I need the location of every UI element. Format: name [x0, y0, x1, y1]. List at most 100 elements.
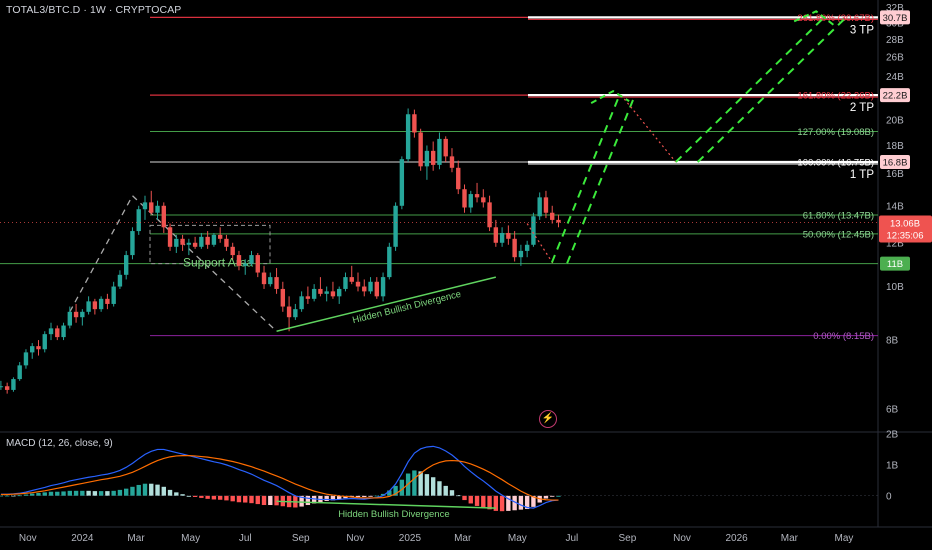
candle-body — [418, 132, 423, 167]
macd-histogram-bar — [105, 491, 110, 496]
macd-histogram-bar — [512, 495, 517, 511]
candle-body — [0, 386, 4, 388]
macd-histogram-bar — [531, 495, 536, 507]
macd-histogram-bar — [487, 495, 492, 510]
projection-leg-1 — [550, 93, 621, 263]
price-tag-1 TP — [880, 155, 910, 170]
lightning-icon[interactable]: ⚡ — [539, 410, 557, 428]
price-tick-label: 28B — [886, 35, 904, 46]
price-tick-label: 20B — [886, 116, 904, 127]
macd-histogram-bar — [167, 489, 173, 496]
macd-histogram-bar — [493, 495, 499, 511]
macd-histogram-bar — [330, 495, 336, 501]
macd-histogram-bar — [80, 490, 85, 496]
time-tick-label: 2026 — [725, 533, 748, 544]
time-tick-label: Jul — [239, 533, 252, 544]
macd-histogram-bar — [130, 486, 135, 496]
time-axis[interactable]: Nov 2024 Mar May Jul Sep Nov 2025 Mar May Jul Sep No… — [19, 533, 854, 544]
candle-body — [174, 238, 179, 247]
symbol-header[interactable]: TOTAL3/BTC.D · 1W · CRYPTOCAP — [6, 4, 181, 16]
candle-body — [80, 311, 85, 318]
symbol-title: TOTAL3/BTC.D · 1W · CRYPTOCAP — [6, 4, 182, 16]
macd-histogram-bar — [42, 492, 47, 496]
price-tick-label: 8B — [886, 336, 899, 347]
candle-body — [42, 334, 47, 350]
time-tick-label: Sep — [619, 533, 637, 544]
macd-histogram-bar — [217, 495, 223, 500]
macd-histogram-bar — [48, 491, 54, 496]
price-tick-label: 18B — [886, 141, 904, 152]
macd-histogram-bar — [399, 479, 405, 496]
macd-histogram-bar — [73, 490, 79, 496]
candle-body — [111, 286, 116, 304]
candle-body — [462, 189, 467, 208]
macd-histogram-bar — [243, 495, 248, 503]
macd-histogram-bar — [393, 485, 398, 496]
candle-body — [48, 328, 54, 335]
candle-body — [405, 114, 411, 160]
candle-body — [531, 216, 536, 245]
macd-histogram-bar — [456, 495, 461, 497]
projection-top-2 — [590, 89, 630, 105]
candle-body — [412, 114, 417, 133]
candle-body — [67, 311, 73, 326]
macd-histogram-bar — [142, 483, 148, 496]
macd-histogram-bar — [98, 491, 104, 496]
candle-body — [305, 296, 311, 299]
candle-body — [399, 159, 405, 206]
candle-body — [142, 202, 148, 210]
fib-label: 0.00% (8.15B) — [813, 331, 874, 342]
fib-label: 161.80% (22.26B) — [797, 91, 874, 102]
candle-body — [362, 286, 367, 292]
candle-body — [55, 328, 60, 338]
candle-body — [161, 205, 166, 228]
macd-histogram-bar — [111, 490, 116, 496]
candle-body — [86, 301, 91, 312]
macd-histogram-bar — [92, 491, 98, 496]
candle-body — [4, 386, 10, 390]
time-tick-label: Sep — [292, 533, 310, 544]
current-price-countdown: 12:35:06 — [887, 230, 924, 241]
price-tick-label: 14B — [886, 201, 904, 212]
tp-label: 2 TP — [850, 102, 874, 114]
macd-histogram-bar — [355, 495, 361, 497]
macd-histogram-bar — [412, 470, 417, 496]
candle-body — [98, 298, 104, 310]
macd-tick-label: 0 — [886, 491, 892, 502]
candle-body — [199, 236, 204, 247]
candle-body — [249, 255, 254, 264]
macd-header[interactable]: MACD (12, 26, close, 9) — [6, 438, 113, 449]
projection-pullback — [620, 94, 677, 163]
candle-body — [192, 242, 198, 247]
divergence-line — [276, 276, 497, 332]
candle-body — [437, 138, 442, 165]
price-tick-label: 16B — [886, 169, 904, 180]
candle-body — [487, 202, 492, 228]
candle-body — [17, 365, 22, 380]
time-tick-label: Mar — [127, 533, 145, 544]
candle-body — [274, 277, 279, 289]
candle-body — [180, 238, 185, 245]
candle-body — [105, 298, 110, 304]
macd-histogram-bar — [556, 495, 561, 497]
candle-body — [318, 288, 323, 294]
candle-body — [374, 281, 379, 297]
candle-body — [524, 244, 530, 251]
current-price-tag — [879, 215, 932, 243]
macd-histogram-bar — [524, 495, 530, 510]
macd-divergence-label: Hidden Bullish Divergence — [338, 509, 449, 520]
time-tick-label: Nov — [19, 533, 37, 544]
candle-body — [311, 288, 317, 299]
candle-body — [217, 234, 223, 239]
macd-histogram-bar — [86, 490, 91, 496]
time-tick-label: 2025 — [399, 533, 422, 544]
candle-body — [230, 246, 235, 256]
candle-body — [124, 255, 129, 275]
macd-histogram-bar — [368, 495, 373, 497]
macd-histogram-bar — [543, 495, 549, 499]
candle-body — [255, 255, 260, 273]
price-tag-text: 16.8B — [883, 158, 908, 169]
candle-body — [506, 232, 511, 239]
time-tick-label: Nov — [346, 533, 364, 544]
